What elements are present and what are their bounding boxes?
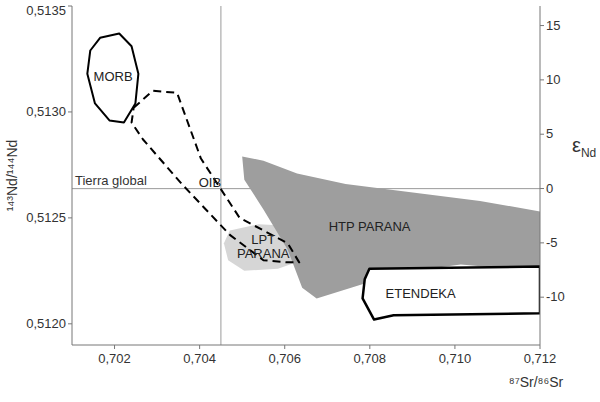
x-tick-label: 0,704	[183, 351, 216, 366]
x-axis	[72, 345, 540, 346]
region-label-line: ETENDEKA	[386, 286, 456, 301]
region-label: OIB	[199, 175, 221, 190]
region-label: HTP PARANA	[329, 219, 411, 234]
y2-tick	[540, 242, 544, 243]
y2-tick-label: 5	[546, 126, 553, 141]
region-label-line: HTP PARANA	[329, 219, 411, 234]
x-tick	[369, 345, 370, 349]
y-axis-label: ¹⁴³Nd/¹⁴⁴Nd	[4, 140, 20, 212]
region-label-line: OIB	[199, 175, 221, 190]
y2-tick-label: 15	[546, 18, 560, 33]
region	[132, 91, 300, 263]
region-label: MORB	[94, 69, 133, 84]
x-tick	[199, 345, 200, 349]
y-tick	[68, 323, 72, 324]
x-tick-label: 0,712	[524, 351, 557, 366]
x-tick	[114, 345, 115, 349]
y-tick	[68, 6, 72, 7]
x-tick	[454, 345, 455, 349]
y-tick-label: 0,5125	[26, 210, 66, 225]
reference-label: Tierra global	[75, 173, 147, 188]
x-tick-label: 0,708	[354, 351, 387, 366]
y-tick-label: 0,5130	[26, 104, 66, 119]
x-tick-label: 0,710	[439, 351, 472, 366]
plot-area	[72, 6, 540, 345]
x-tick-label: 0,706	[268, 351, 301, 366]
x-tick	[540, 345, 541, 349]
region	[363, 267, 540, 320]
y2-tick	[540, 134, 544, 135]
y2-tick	[540, 25, 544, 26]
y2-tick-label: -5	[546, 235, 558, 250]
region-label-line: LPT	[251, 232, 275, 247]
y2-tick	[540, 188, 544, 189]
y2-label-sub: Nd	[581, 146, 596, 160]
y2-tick-label: -10	[546, 289, 565, 304]
region-label-line: PARANA	[237, 246, 290, 261]
y-axis	[72, 6, 73, 345]
y2-axis-label: εNd	[572, 134, 596, 160]
y-tick	[68, 217, 72, 218]
y2-tick	[540, 297, 544, 298]
x-axis-label: ⁸⁷Sr/⁸⁶Sr	[509, 374, 564, 390]
y2-tick	[540, 79, 544, 80]
x-tick-label: 0,702	[98, 351, 131, 366]
y2-tick-label: 10	[546, 72, 560, 87]
region	[87, 34, 138, 123]
y-tick-label: 0,5120	[26, 316, 66, 331]
y-tick	[68, 111, 72, 112]
region-label-line: MORB	[94, 69, 133, 84]
y-tick-label: 0,5135	[26, 3, 66, 18]
y2-axis	[540, 6, 541, 345]
y2-label-main: ε	[572, 134, 581, 156]
region-label: ETENDEKA	[386, 286, 456, 301]
x-tick	[284, 345, 285, 349]
region-label: LPTPARANA	[237, 232, 290, 261]
chart: 0,702 0,704 0,706 0,708 0,710 0,712 0,5120 0,51…	[0, 0, 600, 402]
y2-tick-label: 0	[546, 181, 553, 196]
